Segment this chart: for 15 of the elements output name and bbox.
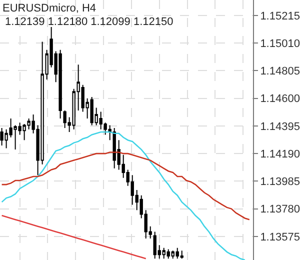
y-tick-label: 1.15215 [260,10,300,22]
line-series [1,131,246,260]
y-tick-label: 1.13780 [260,204,300,216]
y-tick-label: 1.14600 [260,93,300,106]
line-series [1,152,250,220]
candlestick [180,250,184,260]
y-tick-label: 1.13985 [260,176,300,188]
line-series [1,214,147,260]
chart-title: EURUSDmicro, H4 [2,2,96,15]
y-tick-label: 1.13575 [260,231,300,244]
y-tick-label: 1.15010 [260,38,300,50]
annotation: 1.12139 1.12180 1.12099 1.12150 [5,16,174,28]
y-tick-label: 1.14805 [260,66,300,78]
y-tick-label: 1.14190 [260,148,300,160]
y-tick-label: 1.14395 [260,120,300,133]
